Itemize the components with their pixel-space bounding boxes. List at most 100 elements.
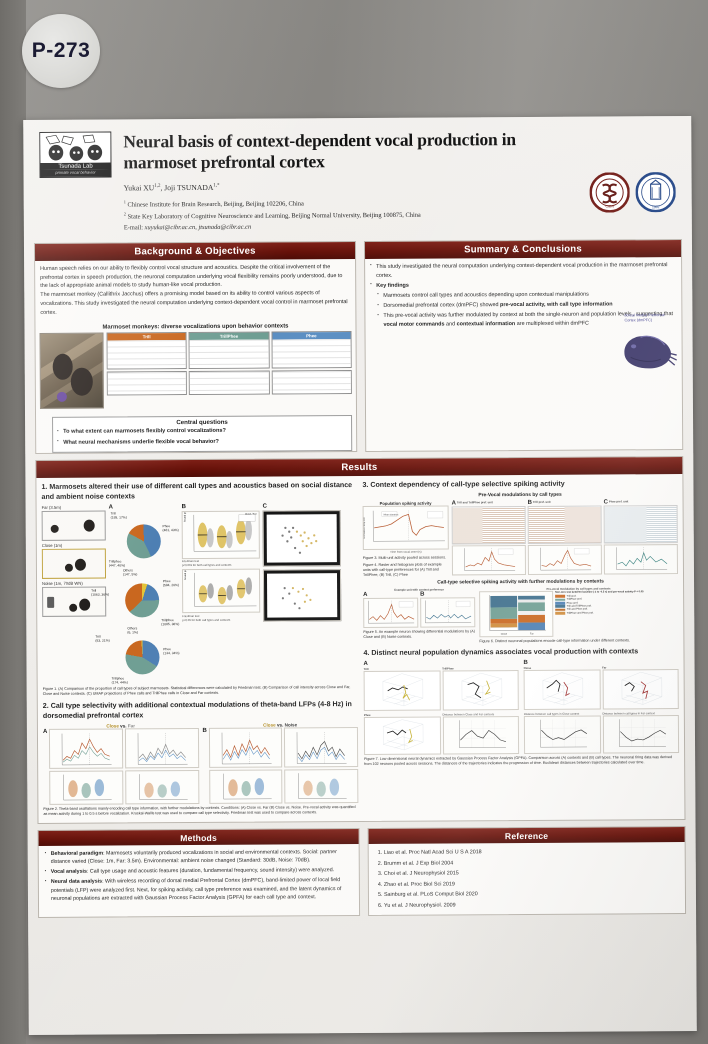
panel-label-C: C — [262, 503, 267, 510]
results-section: Results 1. Marmosets altered their use o… — [35, 456, 686, 825]
figure-7-caption: Figure 7. Low dimensional neural dynamic… — [364, 755, 673, 767]
raster-panel-B: B Trill pref. unit — [528, 499, 602, 577]
lfp-trace-close-2 — [208, 727, 283, 768]
section-3-heading: 3. Context dependency of call-type selec… — [362, 480, 565, 490]
method-item-1: Behavioral paradigm: Marmosets voluntari… — [45, 848, 353, 867]
close-context-illustration — [41, 548, 107, 579]
raster-plot-A — [451, 505, 526, 545]
panel-label-B: B — [181, 503, 186, 510]
call-type-trillphee: TrillPhee — [188, 331, 270, 369]
central-questions-box: Central questions To what extent can mar… — [52, 414, 353, 454]
violin-test-2: Friedman test p<0.05 for both call types … — [182, 613, 231, 622]
summary-panel-title: Summary & Conclusions — [364, 239, 682, 259]
section-2-heading: 2. Call type selectivity with additional… — [42, 700, 352, 720]
violin-plot-close-noise: Sound pressure level (dB) — [181, 568, 261, 614]
affil-1-text: Chinese Institute for Brain Research, Be… — [127, 200, 304, 209]
violin-noise-calltypes — [284, 768, 359, 804]
histogram-A — [451, 544, 526, 576]
pie3-label-phee: Phee (134, 34%) — [163, 646, 180, 656]
svg-text:Far: Far — [530, 632, 534, 635]
pie3-label-trillphee: Trillphee (174, 44%) — [111, 676, 128, 685]
top-panels: Background & Objectives Human speech rel… — [33, 238, 684, 455]
pie2-label-trill: Trill (1063, 36%) — [91, 588, 110, 597]
brain-region-label: dorsal medial Prefrontal Cortex (dmPFC) — [624, 312, 665, 323]
institution-seals: CIBR 1902 — [589, 128, 676, 231]
bottom-panels: Methods Behavioral paradigm: Marmosets v… — [37, 826, 687, 919]
finding-3-plain2: and — [444, 321, 457, 328]
method-2-text: : Call type usage and acoustic features … — [86, 867, 335, 876]
section-3-subtitle-bottom: Call-type selective spiking activity wit… — [437, 579, 604, 586]
example-unit-block: Example unit with context preference A — [363, 587, 476, 645]
pie1-label-trillphee: Trillphee (447, 40%) — [108, 559, 126, 568]
example-neuron-noise — [420, 596, 476, 628]
results-left-column: 1. Marmosets altered their use of differ… — [41, 481, 359, 817]
finding-1: Marmosets control call types and acousti… — [377, 290, 676, 301]
reference-item-6: Yu et al. J Neurophysiol. 2009 — [384, 899, 679, 911]
lfp-trace-far — [124, 727, 199, 769]
poster-header: Tsunada Lab primate vocal behavior Neura… — [33, 124, 682, 237]
spectrogram-panel-1 — [106, 370, 188, 396]
section-2-figure: Close vs. Far A — [43, 722, 359, 805]
summary-intro: This study investigated the neural compu… — [370, 261, 676, 280]
example-neuron-close — [363, 597, 419, 628]
author-2-sup: 1,* — [213, 183, 220, 189]
call-type-phee: Phee — [271, 330, 352, 369]
figure-1-caption: Figure 1. (A) Comparison of the proporti… — [42, 684, 351, 696]
violin-plot-close-far: Sound pressure level (dB) Close / Far — [181, 510, 260, 559]
context-close-label: Close (1m) — [41, 542, 63, 548]
finding-3-plain3: are multiplexed within dmPFC — [515, 320, 589, 328]
distance-plot-2 — [523, 715, 601, 755]
section-3-subtitle-top: Pre-Vocal modulations by call types — [478, 492, 562, 498]
population-spiking-plot: Mean duration Normalized firing rate — [362, 505, 449, 550]
umap-plot-1 — [262, 509, 341, 567]
marmoset-logo-icon — [40, 132, 111, 163]
gpfa-3d-close — [523, 669, 601, 711]
panel-4B: B Close — [523, 659, 680, 755]
summary-body: This study investigated the neural compu… — [365, 257, 681, 369]
method-3-label: Neural data analysis — [50, 878, 103, 886]
lab-subtitle: primate vocal behavior — [40, 169, 111, 177]
summary-panel: Summary & Conclusions This study investi… — [363, 238, 684, 453]
affil-2-sup: 2 — [123, 211, 127, 217]
modulation-legend: Non-zero test between baseline (-1 to -0… — [555, 590, 678, 637]
poster-number-badge: P-273 — [22, 14, 100, 88]
population-spiking-block: Population spiking activity Mean duratio… — [362, 500, 449, 579]
pie-chart-noise: Others (6, 1%) Trill (83, 21%) Phee (134, 3… — [95, 626, 180, 685]
pie-chart-far: Trill (189, 17%) Phee (481, 43%) Trillphee… — [109, 510, 179, 568]
results-right-column: 3. Context dependency of call-type selec… — [362, 479, 680, 815]
raster-panel-C: C Phee pref. unit — [604, 499, 678, 577]
population-encoding-block: Pre-vocal modulation by call types and c… — [479, 586, 678, 644]
affiliations: 1 Chinese Institute for Brain Research, … — [124, 195, 580, 234]
conference-poster: Tsunada Lab primate vocal behavior Neura… — [23, 115, 697, 1036]
lab-logo: Tsunada Lab primate vocal behavior — [39, 131, 114, 234]
background-paragraph-1: Human speech relies on our ability to fl… — [40, 263, 343, 290]
legend-item-5: TrillPhee and Phee pref. — [555, 611, 678, 615]
reference-body: Liao et al. Proc Natl Acad Sci U S A 201… — [369, 842, 685, 915]
pie2-label-trillphee: Trillphee (1085, 38%) — [161, 617, 180, 626]
lfp-trace-close — [49, 728, 124, 769]
central-question-1: To what extent can marmosets flexibly co… — [57, 426, 347, 437]
violin-far-calltypes — [124, 769, 199, 805]
svg-text:CIBR: CIBR — [605, 204, 614, 208]
method-item-3: Neural data analysis: With wireless reco… — [45, 876, 353, 903]
pie2-label-others: Others (147, 5%) — [122, 568, 138, 577]
section-4-heading: 4. Distinct neural population dynamics a… — [363, 647, 639, 657]
methods-body: Behavioral paradigm: Marmosets voluntari… — [39, 844, 359, 909]
gpfa-3d-phee — [363, 716, 441, 756]
panel-label-2B: B — [202, 727, 207, 734]
author-list: Yukai XU1,2, Joji TSUNADA1,* — [123, 180, 580, 193]
svg-text:1902: 1902 — [652, 205, 660, 209]
histogram-C — [603, 543, 678, 575]
raster-plot-C — [603, 504, 678, 544]
gpfa-3d-far — [602, 669, 679, 710]
marmoset-photo — [39, 332, 104, 409]
violin-test-1: Friedman test p<0.001 for both call types… — [181, 559, 232, 568]
key-findings-label: Key findings — [370, 280, 676, 291]
page-title: Neural basis of context-dependent vocal … — [123, 129, 516, 173]
spectrogram-panel-3 — [271, 369, 352, 395]
finding-3-bold-1: vocal motor commands — [383, 321, 445, 328]
author-1: Yukai XU — [123, 182, 155, 193]
background-panel-title: Background & Objectives — [34, 241, 356, 261]
email-address[interactable]: xuyukai@cibr.ac.cn, jtsunada@cibr.ac.cn — [144, 223, 252, 232]
pie1-label-trill: Trill (189, 17%) — [110, 511, 127, 520]
